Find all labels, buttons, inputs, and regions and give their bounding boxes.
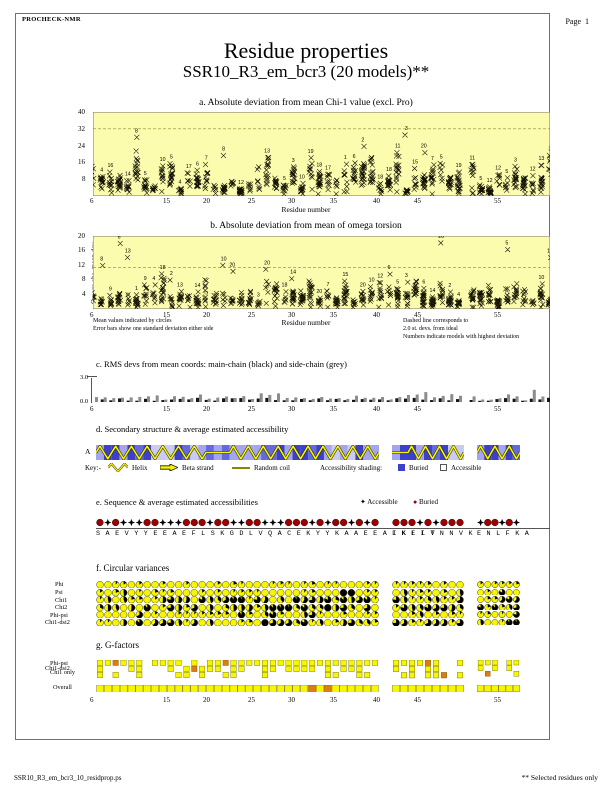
svg-text:5: 5 — [170, 155, 173, 161]
svg-text:5: 5 — [440, 154, 443, 160]
svg-text:14: 14 — [430, 288, 436, 294]
svg-text:6: 6 — [388, 265, 391, 271]
svg-text:14: 14 — [195, 283, 201, 289]
svg-text:12: 12 — [238, 180, 244, 186]
svg-text:20: 20 — [264, 260, 270, 266]
svg-text:2: 2 — [448, 283, 451, 289]
svg-text:18: 18 — [386, 167, 392, 173]
svg-text:12: 12 — [377, 274, 383, 280]
svg-text:1: 1 — [135, 286, 138, 292]
svg-text:7: 7 — [205, 156, 208, 162]
svg-text:12: 12 — [487, 178, 493, 184]
svg-text:20: 20 — [229, 262, 235, 268]
svg-text:7: 7 — [431, 156, 434, 162]
svg-text:1: 1 — [344, 155, 347, 161]
svg-text:10: 10 — [538, 275, 544, 281]
svg-text:14: 14 — [290, 270, 296, 276]
svg-text:11: 11 — [470, 155, 476, 161]
svg-text:5: 5 — [505, 241, 508, 247]
svg-text:3: 3 — [405, 273, 408, 279]
svg-text:8: 8 — [100, 257, 103, 263]
svg-text:13: 13 — [177, 282, 183, 288]
svg-text:3: 3 — [514, 157, 517, 163]
svg-text:6: 6 — [196, 161, 199, 167]
svg-text:7: 7 — [327, 282, 330, 288]
svg-text:5: 5 — [479, 176, 482, 182]
svg-text:4: 4 — [179, 179, 182, 185]
svg-text:4: 4 — [100, 168, 103, 174]
svg-text:6: 6 — [118, 236, 121, 241]
svg-text:3: 3 — [292, 158, 295, 164]
svg-text:5: 5 — [396, 280, 399, 286]
svg-text:11: 11 — [395, 144, 401, 150]
svg-text:20: 20 — [360, 282, 366, 288]
svg-text:10: 10 — [369, 278, 375, 284]
svg-text:12: 12 — [495, 166, 501, 172]
svg-text:15: 15 — [342, 272, 348, 278]
svg-text:10: 10 — [160, 157, 166, 163]
svg-text:16: 16 — [107, 163, 113, 169]
svg-text:13: 13 — [538, 156, 544, 162]
svg-text:15: 15 — [412, 160, 418, 166]
svg-text:8: 8 — [222, 147, 225, 153]
svg-text:17: 17 — [186, 164, 192, 170]
svg-text:2: 2 — [170, 271, 173, 277]
svg-text:6: 6 — [422, 279, 425, 285]
svg-text:9: 9 — [144, 276, 147, 282]
svg-text:5: 5 — [144, 171, 147, 177]
svg-text:2: 2 — [361, 137, 364, 143]
svg-text:5: 5 — [505, 169, 508, 175]
svg-text:10: 10 — [221, 256, 227, 262]
svg-text:9: 9 — [109, 286, 112, 292]
svg-text:12: 12 — [530, 167, 536, 173]
svg-text:20: 20 — [421, 144, 427, 150]
svg-text:14: 14 — [125, 172, 131, 178]
svg-text:18: 18 — [282, 283, 288, 289]
svg-text:10: 10 — [299, 174, 305, 180]
svg-text:18: 18 — [160, 265, 166, 271]
svg-text:8: 8 — [135, 128, 138, 134]
svg-text:18: 18 — [316, 163, 322, 169]
svg-text:3: 3 — [405, 126, 408, 132]
svg-text:13: 13 — [264, 149, 270, 155]
svg-text:3: 3 — [257, 292, 260, 298]
svg-text:17: 17 — [325, 165, 331, 171]
svg-text:3: 3 — [549, 146, 550, 152]
svg-text:4: 4 — [457, 292, 460, 298]
svg-text:5: 5 — [283, 176, 286, 182]
svg-text:19: 19 — [308, 149, 314, 155]
svg-text:19: 19 — [456, 163, 462, 169]
svg-text:13: 13 — [125, 249, 131, 255]
svg-text:18: 18 — [377, 175, 383, 181]
svg-text:20: 20 — [316, 289, 322, 295]
svg-text:6: 6 — [353, 154, 356, 160]
svg-text:20: 20 — [438, 236, 444, 240]
svg-text:4: 4 — [152, 276, 155, 282]
svg-text:10: 10 — [547, 249, 550, 255]
